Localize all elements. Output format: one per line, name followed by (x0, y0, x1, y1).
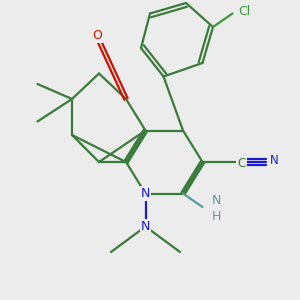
Text: C: C (237, 157, 246, 170)
Text: Cl: Cl (238, 5, 250, 19)
Text: O: O (93, 28, 102, 42)
Text: N: N (141, 187, 150, 200)
Text: N: N (269, 154, 278, 167)
Text: N: N (141, 220, 150, 233)
Text: N
H: N H (211, 194, 221, 223)
